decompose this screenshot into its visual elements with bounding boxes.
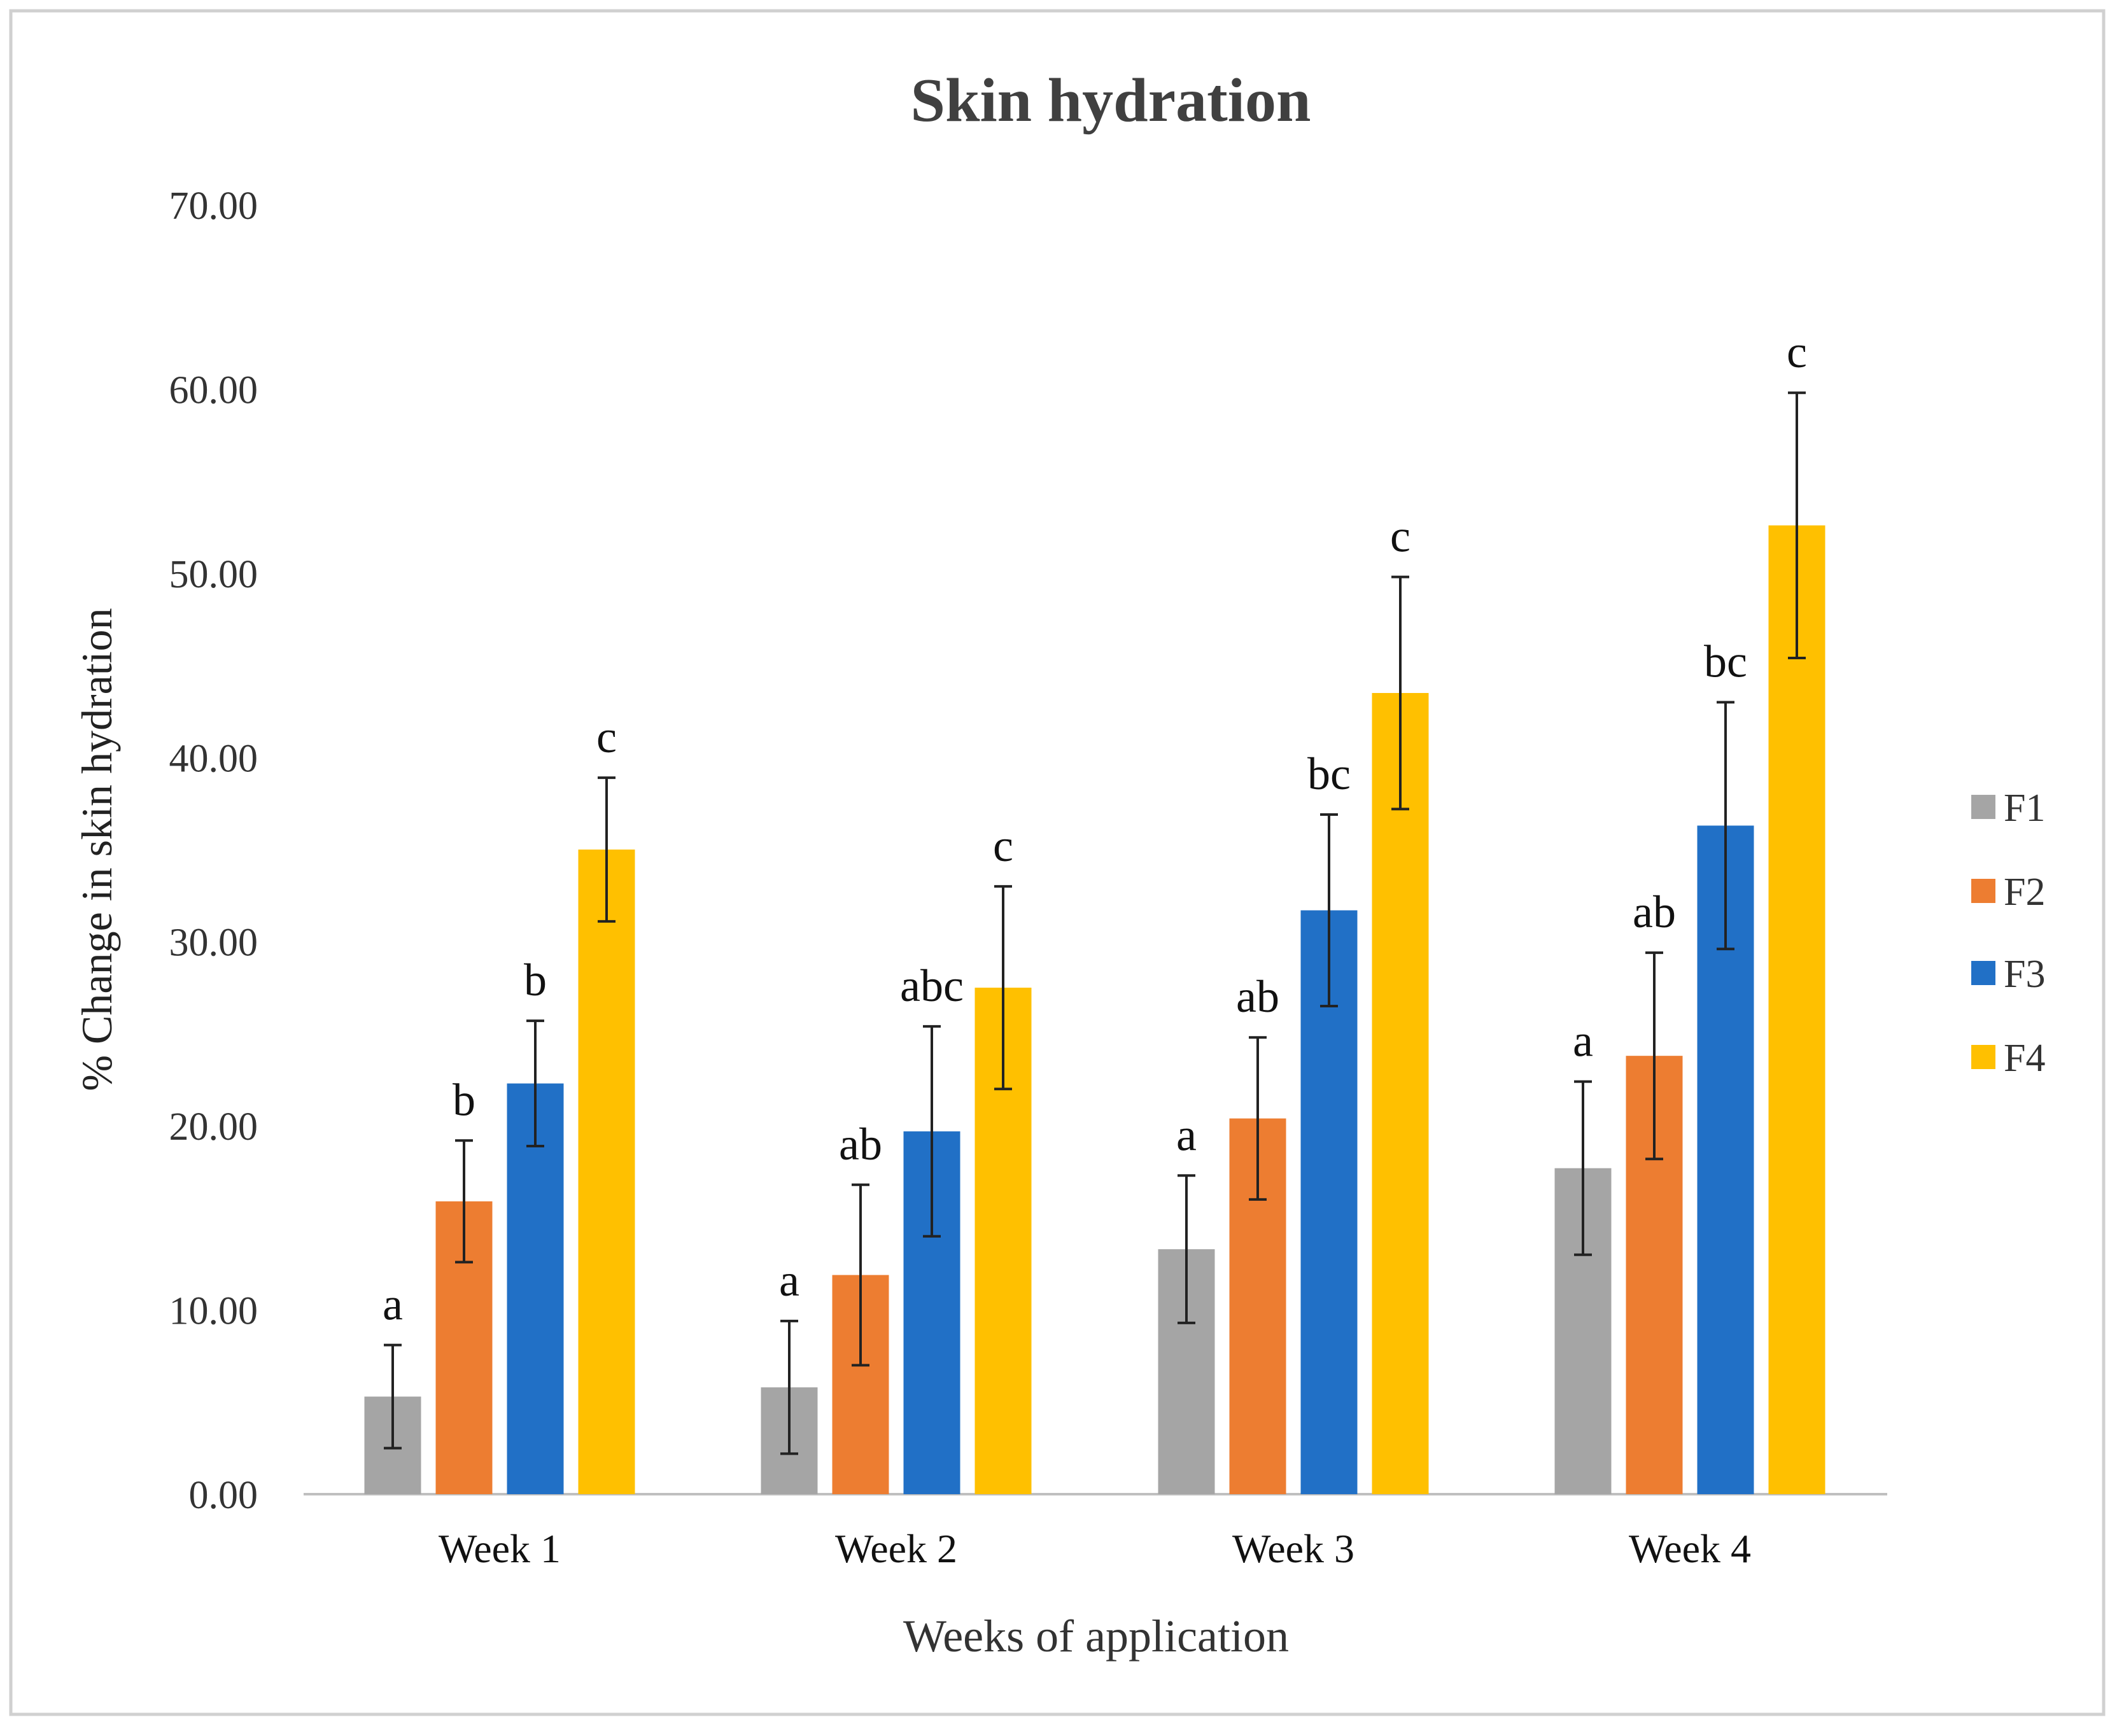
legend-swatch-f3 xyxy=(1971,961,1995,985)
significance-letter: c xyxy=(596,711,617,762)
x-tick-label: Week 2 xyxy=(835,1526,957,1571)
bar-f3-week-1 xyxy=(507,1083,564,1494)
x-axis-label: Weeks of application xyxy=(903,1611,1289,1662)
bar-f4-week-3 xyxy=(1372,692,1429,1494)
significance-letter: a xyxy=(383,1279,403,1330)
significance-letter: abc xyxy=(900,960,964,1011)
y-axis-label: % Change in skin hydration xyxy=(73,608,121,1091)
x-tick-label: Week 1 xyxy=(439,1526,561,1571)
significance-letter: a xyxy=(779,1255,799,1306)
significance-letter: ab xyxy=(1633,886,1676,937)
significance-letter: bc xyxy=(1307,748,1351,799)
y-tick-label: 20.00 xyxy=(169,1105,258,1149)
y-tick-label: 30.00 xyxy=(169,921,258,965)
legend-swatch-f1 xyxy=(1971,795,1995,819)
legend-swatch-f4 xyxy=(1971,1045,1995,1069)
significance-letter: ab xyxy=(1236,971,1279,1022)
chart-title: Skin hydration xyxy=(910,66,1311,135)
significance-letter: a xyxy=(1573,1016,1593,1067)
x-tick-label: Week 4 xyxy=(1629,1526,1751,1571)
y-tick-label: 0.00 xyxy=(189,1474,258,1517)
significance-letter: a xyxy=(1176,1109,1197,1160)
significance-letter: c xyxy=(1787,326,1807,377)
legend-label-f1: F1 xyxy=(2004,787,2045,830)
significance-letter: c xyxy=(993,820,1013,871)
bar-f4-week-1 xyxy=(578,850,635,1494)
significance-letter: b xyxy=(453,1074,475,1125)
significance-letter: ab xyxy=(839,1119,882,1170)
y-tick-label: 70.00 xyxy=(169,185,258,228)
significance-letter: bc xyxy=(1704,636,1747,687)
y-tick-label: 50.00 xyxy=(169,553,258,596)
chart-frame xyxy=(9,9,2106,1716)
significance-letter: c xyxy=(1390,511,1410,562)
legend-label-f3: F3 xyxy=(2004,953,2045,996)
bar-f4-week-4 xyxy=(1768,525,1825,1494)
legend-label-f4: F4 xyxy=(2004,1037,2045,1080)
y-tick-label: 10.00 xyxy=(169,1290,258,1333)
y-tick-label: 60.00 xyxy=(169,368,258,412)
legend-label-f2: F2 xyxy=(2004,871,2045,914)
bar-f3-week-3 xyxy=(1300,910,1358,1494)
significance-letter: b xyxy=(524,955,547,1005)
y-tick-label: 40.00 xyxy=(169,737,258,780)
legend-swatch-f2 xyxy=(1971,879,1995,903)
x-tick-label: Week 3 xyxy=(1232,1526,1354,1571)
